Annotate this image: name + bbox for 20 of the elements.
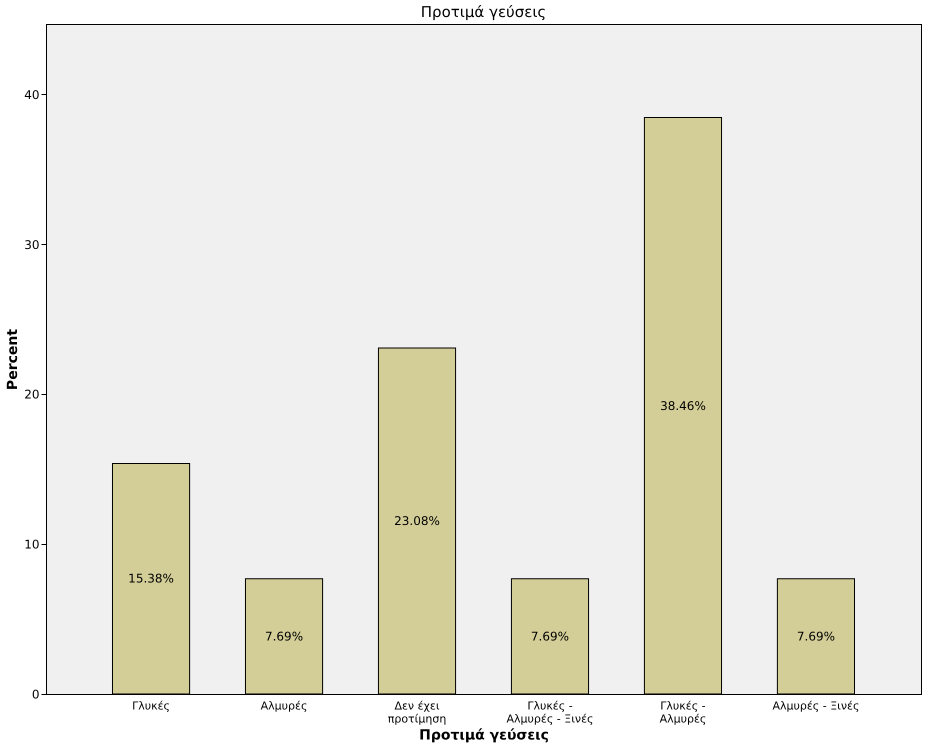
y-tick-label: 10 <box>24 538 40 552</box>
x-axis-title: Προτιμά γεύσεις <box>419 728 549 744</box>
x-tick-label: Γλυκές - Αλμυρές <box>660 700 706 726</box>
data-label: 15.38% <box>128 572 174 586</box>
chart-title: Προτιμά γεύσεις <box>420 3 546 21</box>
x-tick-label: Δεν έχει προτίμηση <box>388 700 446 726</box>
data-label: 23.08% <box>394 514 440 528</box>
y-tick-label: 30 <box>24 238 40 252</box>
y-tick-label: 40 <box>24 88 40 102</box>
x-tick-label: Αλμυρές <box>260 700 308 712</box>
x-tick-label: Γλυκές <box>132 700 170 712</box>
x-tick-label: Γλυκές - Αλμυρές - Ξινές <box>506 700 594 726</box>
data-label: 7.69% <box>796 629 836 644</box>
y-axis-title: Percent <box>5 328 22 390</box>
y-tick-label: 0 <box>32 688 40 702</box>
y-tick-label: 20 <box>24 388 40 402</box>
data-label: 38.46% <box>660 398 706 413</box>
data-label: 7.69% <box>264 629 304 644</box>
data-label: 7.69% <box>530 629 570 644</box>
x-tick-label: Αλμυρές - Ξινές <box>772 700 860 712</box>
